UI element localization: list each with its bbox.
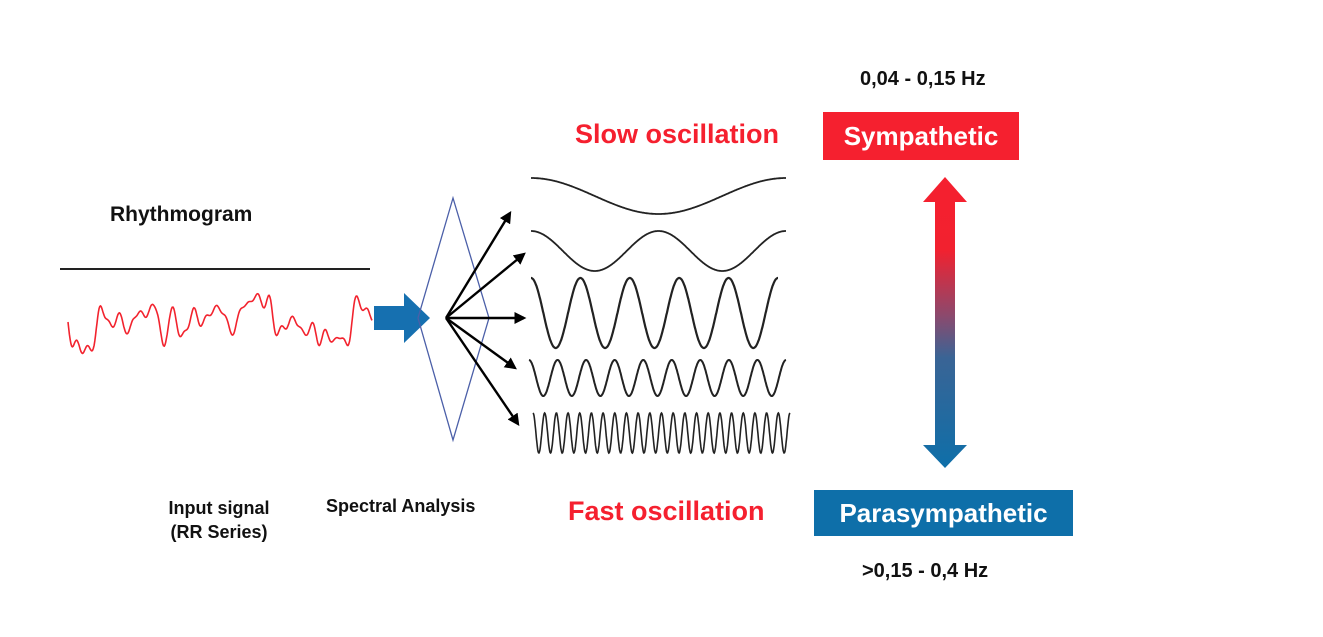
wave-component-1 bbox=[531, 177, 786, 215]
wave-component-5 bbox=[532, 411, 791, 455]
rhythmogram-title: Rhythmogram bbox=[110, 203, 253, 226]
balance-double-arrow-icon bbox=[923, 177, 967, 468]
parasympathetic-frequency: >0,15 - 0,4 Hz bbox=[862, 560, 989, 582]
input-signal-line1: Input signal bbox=[168, 498, 270, 518]
parasympathetic-badge: Parasympathetic bbox=[814, 490, 1073, 536]
slow-oscillation-label: Slow oscillation bbox=[575, 119, 780, 149]
wave-component-2 bbox=[531, 230, 786, 272]
input-signal-line2: (RR Series) bbox=[170, 522, 268, 542]
wave-component-4 bbox=[528, 358, 787, 398]
spectral-analysis-label: Spectral Analysis bbox=[326, 496, 476, 516]
fan-arrow-2 bbox=[445, 252, 526, 319]
spectral-diamond-icon bbox=[417, 195, 490, 443]
fan-arrow-5 bbox=[445, 317, 520, 426]
fan-arrow-4 bbox=[445, 317, 517, 370]
fan-arrow-1 bbox=[444, 210, 512, 319]
flow-arrow-icon bbox=[374, 293, 430, 343]
input-signal-label: Input signal (RR Series) bbox=[154, 496, 284, 544]
rr-series-signal bbox=[67, 292, 373, 355]
fast-oscillation-label: Fast oscillation bbox=[568, 496, 765, 526]
sympathetic-badge: Sympathetic bbox=[823, 112, 1019, 160]
frequency-components bbox=[528, 177, 791, 455]
sympathetic-frequency: 0,04 - 0,15 Hz bbox=[860, 68, 986, 90]
wave-component-3 bbox=[530, 276, 779, 350]
spectral-fan-arrows bbox=[444, 210, 527, 426]
